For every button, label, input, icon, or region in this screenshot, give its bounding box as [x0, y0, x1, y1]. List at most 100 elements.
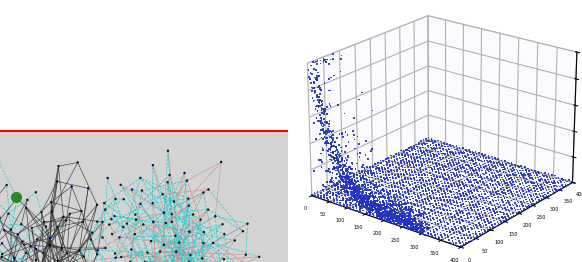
Point: [148, 220, 158, 224]
Point: [31, 247, 41, 251]
Point: [73, 160, 83, 165]
Point: [0, 228, 9, 232]
Point: [98, 220, 107, 224]
Point: [196, 217, 205, 222]
Point: [204, 208, 213, 212]
Point: [184, 196, 193, 201]
Point: [111, 256, 120, 260]
Point: [178, 261, 187, 262]
Point: [40, 220, 49, 224]
Point: [47, 200, 56, 204]
Point: [208, 241, 218, 245]
Point: [47, 210, 56, 214]
Point: [204, 187, 213, 192]
Point: [218, 222, 227, 226]
Point: [148, 201, 157, 205]
Point: [93, 220, 102, 224]
Point: [110, 214, 119, 218]
Point: [84, 186, 93, 190]
Point: [45, 243, 54, 247]
Point: [155, 249, 165, 254]
Point: [111, 197, 120, 201]
Point: [62, 251, 72, 255]
Point: [184, 204, 193, 208]
Point: [243, 222, 252, 226]
Point: [27, 226, 37, 230]
Point: [26, 244, 35, 248]
Point: [9, 256, 19, 260]
Point: [57, 246, 66, 250]
Point: [0, 252, 7, 256]
Point: [31, 258, 41, 262]
Point: [184, 260, 194, 262]
Point: [69, 260, 78, 262]
Point: [131, 212, 140, 217]
Point: [3, 212, 13, 216]
Point: [137, 188, 147, 193]
Point: [211, 214, 220, 218]
Point: [158, 192, 167, 196]
Point: [122, 221, 132, 226]
Point: [167, 212, 176, 216]
Point: [93, 252, 102, 256]
Point: [101, 246, 110, 250]
Point: [0, 255, 6, 259]
Point: [87, 231, 97, 235]
Point: [147, 239, 156, 243]
Point: [219, 257, 229, 261]
Point: [119, 197, 129, 201]
Point: [180, 171, 189, 175]
Point: [126, 260, 135, 262]
Point: [169, 199, 179, 204]
Point: [37, 210, 46, 214]
Point: [238, 229, 247, 233]
Point: [12, 196, 22, 200]
Point: [140, 260, 150, 262]
Point: [45, 236, 55, 240]
Point: [115, 235, 124, 239]
Point: [199, 190, 208, 195]
Point: [136, 202, 145, 206]
Point: [54, 259, 63, 262]
Point: [175, 241, 184, 245]
Point: [0, 241, 7, 245]
Point: [52, 179, 62, 183]
Bar: [0, 0, 288, 131]
Point: [143, 250, 152, 255]
Point: [38, 251, 48, 255]
Point: [62, 219, 71, 223]
Point: [159, 243, 169, 247]
Point: [159, 211, 169, 215]
Point: [41, 225, 51, 229]
Point: [189, 212, 198, 217]
Point: [13, 232, 23, 236]
Point: [17, 222, 26, 226]
Point: [111, 252, 120, 256]
Point: [182, 178, 191, 183]
Point: [33, 237, 42, 242]
Point: [217, 160, 226, 164]
Point: [45, 243, 55, 247]
Point: [19, 242, 29, 247]
Point: [101, 208, 110, 212]
Point: [171, 234, 180, 238]
Point: [199, 241, 208, 245]
Point: [119, 225, 128, 229]
Point: [105, 222, 114, 227]
Point: [54, 261, 63, 262]
Point: [31, 190, 41, 194]
Point: [53, 225, 62, 229]
Point: [164, 149, 173, 153]
Point: [86, 237, 95, 242]
Point: [186, 253, 195, 257]
Point: [6, 227, 16, 232]
Point: [67, 184, 76, 189]
Point: [167, 220, 176, 224]
Point: [98, 236, 107, 240]
Point: [100, 201, 109, 205]
Point: [163, 180, 172, 184]
Point: [107, 217, 116, 221]
Point: [197, 256, 207, 260]
Point: [254, 255, 264, 259]
Point: [136, 176, 145, 180]
